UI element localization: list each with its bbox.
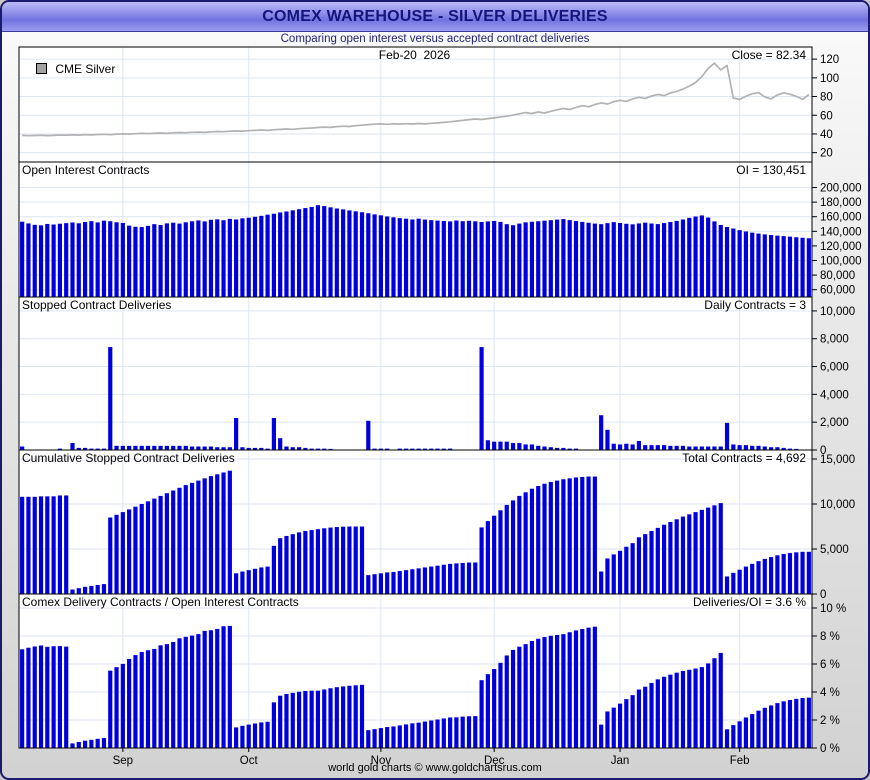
chart-subtitle: Comparing open interest versus accepted … — [280, 33, 590, 45]
svg-text:10 %: 10 % — [820, 603, 846, 615]
svg-text:20: 20 — [820, 148, 833, 160]
svg-text:Nov: Nov — [371, 755, 392, 767]
svg-text:100: 100 — [820, 73, 839, 85]
svg-text:10,000: 10,000 — [820, 499, 855, 511]
svg-text:0: 0 — [820, 589, 826, 601]
svg-text:200,000: 200,000 — [820, 183, 862, 195]
svg-text:160,000: 160,000 — [820, 212, 862, 224]
page-title: COMEX WAREHOUSE - SILVER DELIVERIES — [262, 7, 608, 25]
svg-text:4 %: 4 % — [820, 687, 840, 699]
svg-text:8,000: 8,000 — [820, 334, 849, 346]
svg-text:0 %: 0 % — [820, 743, 840, 755]
svg-text:2 %: 2 % — [820, 715, 840, 727]
svg-text:5,000: 5,000 — [820, 544, 849, 556]
svg-text:60: 60 — [820, 110, 833, 122]
svg-text:80: 80 — [820, 92, 833, 104]
svg-text:100,000: 100,000 — [820, 256, 862, 268]
svg-text:Jan: Jan — [611, 755, 630, 767]
copyright: world gold charts © www.goldchartsrus.co… — [328, 762, 542, 774]
svg-text:120,000: 120,000 — [820, 241, 862, 253]
svg-text:Feb: Feb — [730, 755, 750, 767]
svg-text:15,000: 15,000 — [820, 454, 855, 466]
svg-text:Sep: Sep — [113, 755, 133, 767]
svg-text:6 %: 6 % — [820, 659, 840, 671]
svg-text:40: 40 — [820, 129, 833, 141]
svg-text:Oct: Oct — [240, 755, 259, 767]
svg-text:0: 0 — [820, 445, 826, 457]
svg-text:Dec: Dec — [484, 755, 505, 767]
title-bar: COMEX WAREHOUSE - SILVER DELIVERIES — [2, 2, 868, 32]
svg-text:120: 120 — [820, 54, 839, 66]
svg-text:2,000: 2,000 — [820, 417, 849, 429]
svg-text:140,000: 140,000 — [820, 226, 862, 238]
svg-text:6,000: 6,000 — [820, 362, 849, 374]
svg-text:60,000: 60,000 — [820, 285, 855, 297]
svg-text:80,000: 80,000 — [820, 270, 855, 282]
svg-text:4,000: 4,000 — [820, 389, 849, 401]
svg-text:10,000: 10,000 — [820, 306, 855, 318]
svg-text:180,000: 180,000 — [820, 197, 862, 209]
svg-text:8 %: 8 % — [820, 631, 840, 643]
